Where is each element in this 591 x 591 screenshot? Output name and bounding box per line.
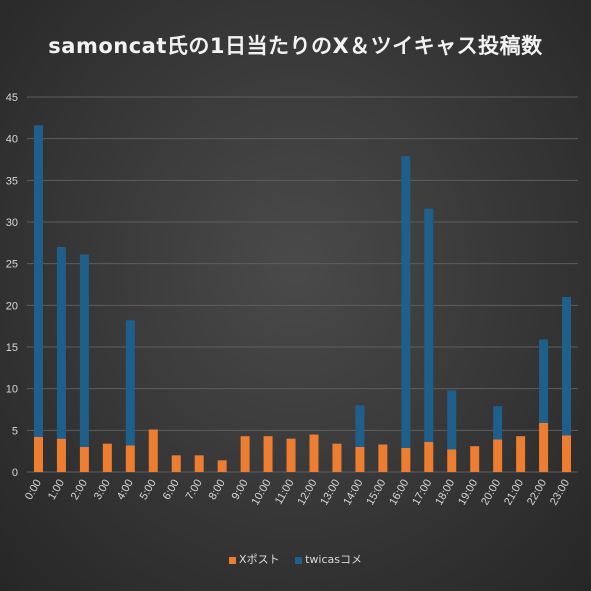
x-tick-label: 1:00 bbox=[46, 478, 67, 503]
bar-x-post bbox=[355, 447, 365, 472]
bar-x-post bbox=[493, 439, 503, 472]
y-axis-ticks: 0 5 10 15 20 25 30 35 40 45 bbox=[6, 92, 18, 479]
x-tick-label: 22:00 bbox=[525, 478, 549, 508]
bar-x-post bbox=[516, 436, 526, 472]
x-tick-label: 6:00 bbox=[161, 478, 182, 503]
bar-x-post bbox=[56, 438, 66, 472]
x-tick-label: 9:00 bbox=[230, 478, 251, 503]
bar-x-post bbox=[194, 455, 204, 472]
legend-swatch bbox=[295, 556, 303, 564]
bar-x-post bbox=[217, 460, 227, 472]
bar-twicas bbox=[33, 125, 43, 437]
x-tick-label: 4:00 bbox=[115, 478, 136, 503]
x-tick-label: 17:00 bbox=[410, 478, 434, 508]
bar-x-post bbox=[378, 444, 388, 472]
y-tick-label: 30 bbox=[6, 217, 18, 229]
x-tick-label: 21:00 bbox=[502, 478, 526, 508]
bar-twicas bbox=[424, 208, 434, 442]
y-tick-label: 15 bbox=[6, 342, 18, 354]
bar-x-post bbox=[470, 446, 480, 472]
x-tick-label: 15:00 bbox=[364, 478, 388, 508]
legend-swatch bbox=[229, 556, 237, 564]
x-tick-label: 14:00 bbox=[341, 478, 365, 508]
x-tick-label: 20:00 bbox=[479, 478, 503, 508]
bar-x-post bbox=[33, 437, 43, 472]
legend-item-x-post: Xポスト bbox=[229, 551, 280, 567]
y-tick-label: 10 bbox=[6, 384, 18, 396]
x-tick-label: 0:00 bbox=[23, 478, 44, 503]
bar-twicas bbox=[79, 254, 89, 447]
y-tick-label: 45 bbox=[6, 92, 18, 104]
bar-x-post bbox=[286, 438, 296, 472]
bar-x-post bbox=[102, 443, 112, 472]
y-tick-label: 40 bbox=[6, 134, 18, 146]
bar-x-post bbox=[562, 435, 572, 472]
y-tick-label: 5 bbox=[12, 425, 18, 437]
legend-label: Xポスト bbox=[239, 553, 280, 566]
bar-x-post bbox=[171, 455, 181, 472]
gridlines bbox=[27, 96, 578, 473]
x-tick-label: 11:00 bbox=[273, 478, 297, 507]
bar-x-post bbox=[447, 449, 457, 472]
y-tick-label: 25 bbox=[6, 259, 18, 271]
y-tick-label: 20 bbox=[6, 300, 18, 312]
bar-twicas bbox=[447, 390, 457, 450]
bar-twicas bbox=[562, 297, 572, 436]
x-tick-label: 23:00 bbox=[548, 478, 572, 508]
x-tick-label: 19:00 bbox=[456, 478, 480, 508]
bar-x-post bbox=[125, 445, 135, 472]
bar-x-post bbox=[148, 429, 158, 472]
bar-x-post bbox=[79, 447, 89, 472]
x-tick-label: 5:00 bbox=[138, 478, 159, 503]
x-tick-label: 8:00 bbox=[207, 478, 228, 503]
y-tick-label: 0 bbox=[12, 467, 18, 479]
bar-x-post bbox=[332, 443, 342, 472]
bar-twicas bbox=[125, 320, 135, 446]
x-tick-label: 7:00 bbox=[184, 478, 205, 503]
bar-twicas bbox=[493, 406, 503, 440]
bar-twicas bbox=[401, 156, 411, 448]
legend-label: twicasコメ bbox=[305, 553, 362, 566]
bar-twicas bbox=[355, 405, 365, 447]
bar-twicas bbox=[56, 247, 66, 439]
x-tick-label: 13:00 bbox=[318, 478, 342, 508]
x-tick-label: 12:00 bbox=[295, 478, 319, 508]
x-axis-ticks: 0:00 1:00 2:00 3:00 4:00 5:00 6:00 7:00 8:00 9:00… bbox=[23, 478, 572, 508]
x-tick-label: 2:00 bbox=[69, 478, 90, 503]
bar-x-post bbox=[309, 434, 319, 472]
bar-twicas bbox=[539, 339, 549, 423]
bar-x-post bbox=[539, 422, 549, 472]
chart-title: samoncat氏の1日当たりのX＆ツイキャス投稿数 bbox=[48, 34, 543, 58]
y-tick-label: 35 bbox=[6, 175, 18, 187]
x-tick-label: 10:00 bbox=[250, 478, 274, 508]
x-tick-label: 18:00 bbox=[433, 478, 457, 508]
legend-item-twicas: twicasコメ bbox=[295, 551, 362, 567]
bar-x-post bbox=[263, 436, 273, 472]
legend: Xポスト twicasコメ bbox=[0, 551, 591, 567]
bar-x-post bbox=[240, 436, 250, 472]
bar-x-post bbox=[424, 442, 434, 472]
x-tick-label: 16:00 bbox=[387, 478, 411, 508]
bar-x-post bbox=[401, 447, 411, 472]
bars bbox=[33, 125, 572, 472]
x-tick-label: 3:00 bbox=[92, 478, 113, 503]
